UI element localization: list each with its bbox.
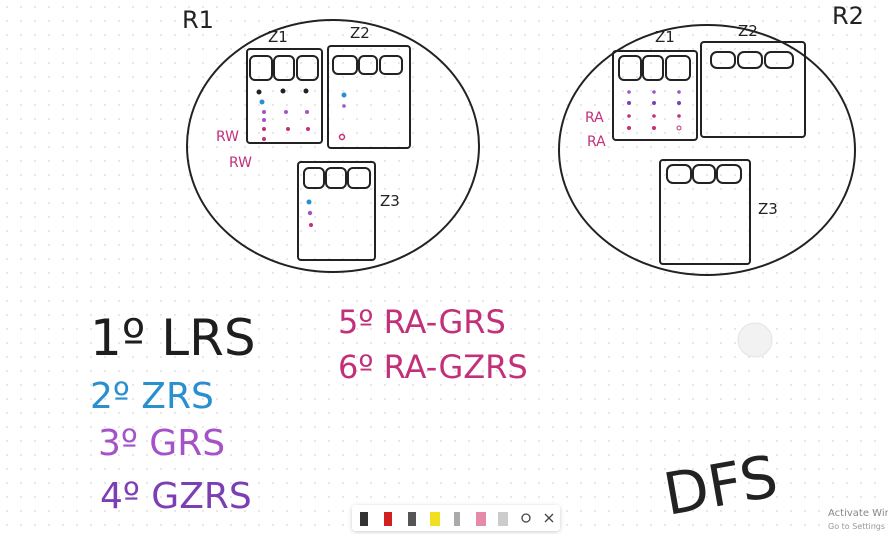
region: R2 Z1 Z2 Z3 RA RA [558,2,864,276]
region: R1 Z1 Z2 Z3 RW RW [182,6,480,273]
toolbar[interactable] [352,505,560,531]
zone-label: Z3 [380,192,400,210]
close-button[interactable] [544,513,554,523]
list-item: 4º GZRS [100,476,252,517]
region-outline [186,19,480,273]
zone-box [327,45,411,149]
note: RW [216,129,239,145]
list: 1º LRS 2º ZRS 3º GRS 4º GZRS 5º RA-GRS 6º RA-… [90,303,528,517]
zone-box [700,41,806,138]
region-label: R1 [182,6,214,34]
cursor-indicator [737,322,773,358]
zone-label: Z2 [738,22,758,40]
dots [627,90,682,131]
list-item: 6º RA-GZRS [338,348,528,386]
region-outline [558,24,856,276]
list-item: 3º GRS [98,423,225,464]
zone-box [659,159,751,265]
ruler-tool[interactable] [498,512,508,526]
lasso-tool[interactable] [521,513,531,523]
region-label: R2 [832,2,864,30]
zone-box [246,48,323,144]
dots [256,88,310,141]
list-item: 2º ZRS [90,376,214,417]
highlighter-tool[interactable] [430,512,440,526]
zone-box [297,161,376,261]
zone-label: Z1 [268,28,288,46]
zone-label: Z1 [655,28,675,46]
list-item: 1º LRS [90,309,256,367]
note: RW [229,155,252,171]
pen-tool[interactable] [384,512,392,526]
pencil-tool[interactable] [454,512,460,526]
watermark-subtitle: Go to Settings t [828,522,888,531]
note: RA [587,134,606,150]
zone-label: Z3 [758,200,778,218]
eraser-tool[interactable] [476,512,486,526]
pen-tool[interactable] [360,512,368,526]
list-item: 5º RA-GRS [338,303,506,341]
zone-box [612,50,698,141]
watermark-title: Activate Win [828,508,888,519]
zone-label: Z2 [350,24,370,42]
note: RA [585,110,604,126]
pen-tool[interactable] [408,512,416,526]
